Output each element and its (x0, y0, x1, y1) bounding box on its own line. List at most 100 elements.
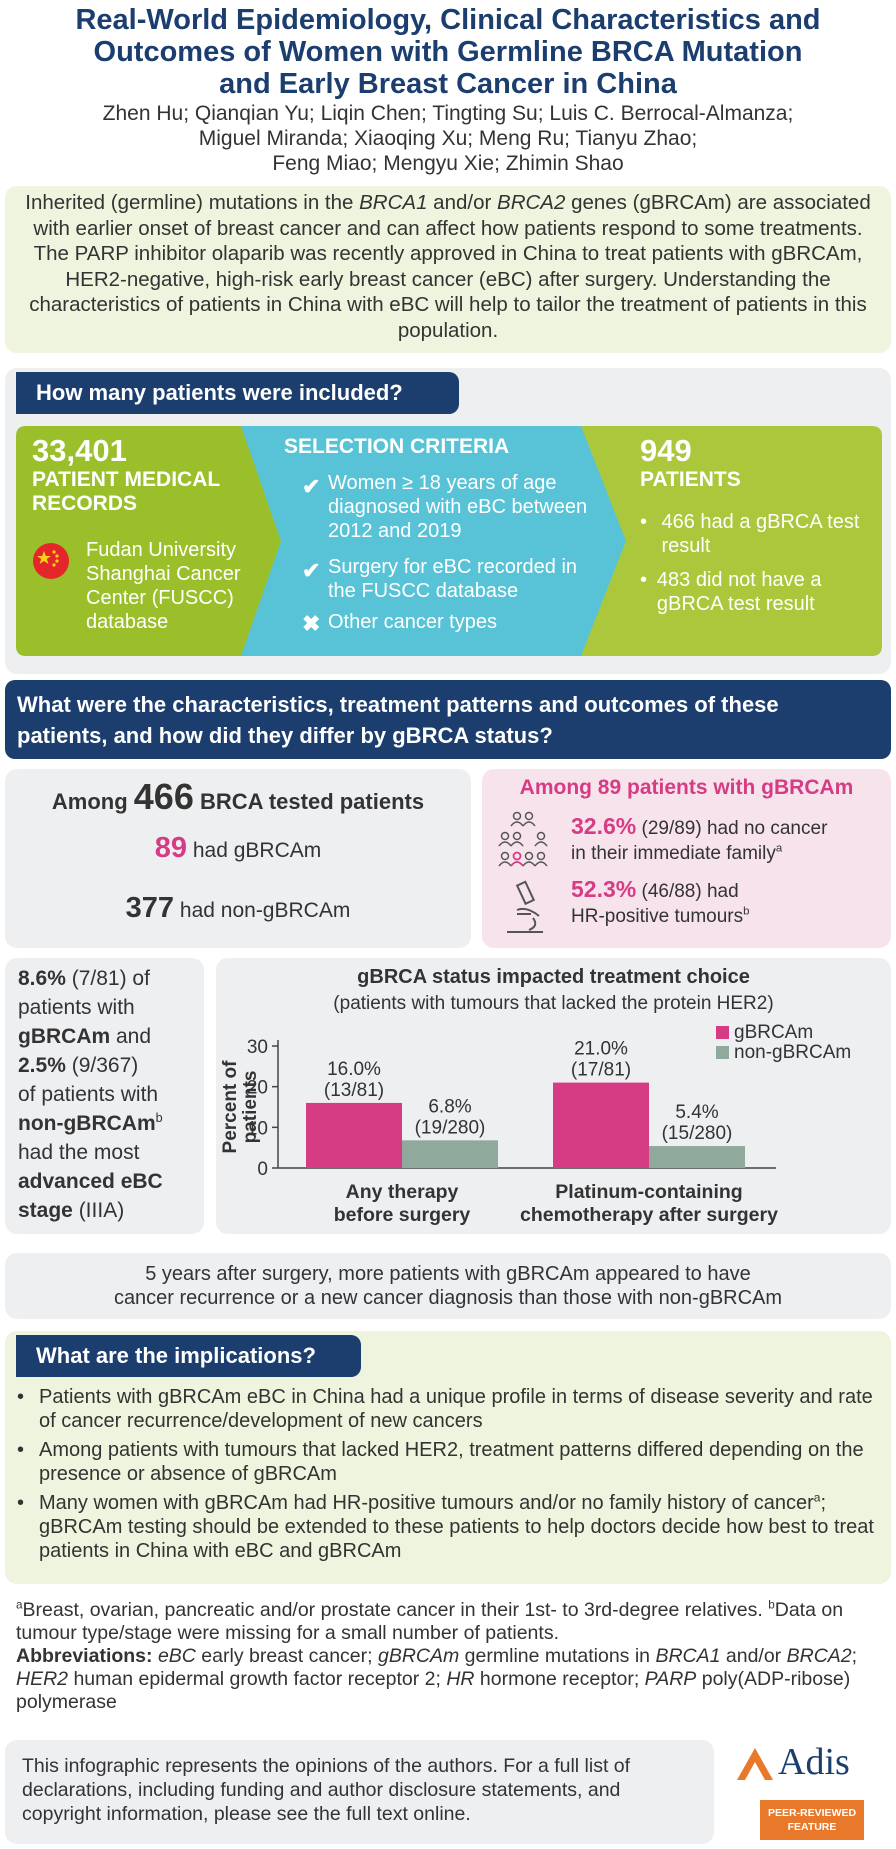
inclusion-heading: How many patients were included? (16, 372, 459, 414)
implication-1: • Patients with gBRCAm eBC in China had a… (17, 1386, 873, 1432)
characteristics-heading: What were the characteristics, treatment… (5, 680, 891, 759)
intro-box: Inherited (germline) mutations in the BR… (5, 186, 891, 353)
disclaimer-text: This infographic represents the opinions… (22, 1755, 631, 1825)
chart-title: gBRCA status impacted treatment choice (357, 966, 750, 988)
bar-gbrcam (553, 1082, 649, 1168)
bar-value-label: 16.0% (327, 1059, 381, 1080)
title-line-2: Outcomes of Women with Germline BRCA Mut… (93, 36, 803, 68)
bar-non-gbrcam (402, 1140, 498, 1168)
hr-positive-stat: 52.3% (46/88) had HR-positive tumoursb (571, 876, 750, 928)
y-tick-label: 20 (247, 1078, 268, 1099)
criterion-1: Women ≥ 18 years of age diagnosed with e… (328, 472, 588, 542)
gbrcam-panel (482, 769, 891, 948)
y-tick-label: 10 (247, 1118, 268, 1139)
category-label: Any therapy (346, 1181, 459, 1203)
patients-number: 949 (640, 433, 692, 468)
gbrcam-count: 89 (154, 832, 188, 864)
gbrcam-count-label: had gBRCAm (192, 839, 322, 862)
microscope-icon (507, 880, 543, 933)
check-icon-2: ✔ (302, 558, 321, 583)
legend-label: non-gBRCAm (734, 1042, 851, 1063)
title-line-1: Real-World Epidemiology, Clinical Charac… (75, 4, 821, 36)
stage-text: 8.6% (7/81) of patients with gBRCAm and … (18, 967, 163, 1222)
criterion-2: Surgery for eBC recorded in the FUSCC da… (328, 556, 578, 602)
implications-list: • Patients with gBRCAm eBC in China had a… (17, 1385, 877, 1563)
authors-line-2: Miguel Miranda; Xiaoqing Xu; Meng Ru; Ti… (198, 127, 698, 150)
records-label-2: RECORDS (32, 492, 138, 515)
patients-label: PATIENTS (640, 468, 741, 491)
records-label-1: PATIENT MEDICAL (32, 468, 221, 491)
criteria-arrow (241, 426, 626, 656)
bar-value-label: 5.4% (675, 1102, 718, 1123)
intro-brca1: BRCA1 (359, 191, 428, 214)
bar-gbrcam (306, 1102, 402, 1168)
title-line-3: and Early Breast Cancer in China (219, 68, 677, 100)
intro-brca2: BRCA2 (497, 191, 566, 214)
records-block: 33,401 PATIENT MEDICAL RECORDS (32, 434, 262, 516)
category-label: Platinum-containing (555, 1181, 742, 1203)
check-icon-1: ✔ (302, 474, 321, 499)
records-number: 33,401 (32, 433, 127, 468)
tested-panel (5, 769, 471, 948)
adis-logo-icon (737, 1748, 773, 1780)
china-flag-icon (33, 543, 69, 579)
treatment-bar-chart: Percent ofpatients 0 10 20 30 16.0%(13/81) 6.8… (220, 1022, 851, 1226)
non-gbrcam-count: 377 (125, 892, 175, 924)
selection-flow-graphic (16, 426, 882, 656)
author-list: Zhen Hu; Qianqian Yu; Liqin Chen; Tingti… (20, 101, 876, 176)
recurrence-panel (5, 1253, 891, 1319)
intro-text-3: genes (gBRCAm) are associated with earli… (29, 191, 871, 342)
criterion-3: Other cancer types (328, 611, 497, 633)
characteristics-heading-line-2: patients, and how did they differ by gBR… (17, 723, 553, 748)
page-title: Real-World Epidemiology, Clinical Charac… (20, 4, 876, 100)
legend-swatch-non-gbrcam (716, 1046, 729, 1059)
legend-label: gBRCAm (734, 1022, 813, 1043)
category-label: chemotherapy after surgery (520, 1204, 778, 1226)
intro-text-2: and/or (427, 191, 498, 214)
y-tick-label: 30 (247, 1037, 268, 1058)
patients-list: • 466 had a gBRCA test result • 483 did no… (640, 510, 870, 616)
chart-subtitle: (patients with tumours that lacked the p… (333, 993, 774, 1014)
implications-heading: What are the implications? (16, 1335, 361, 1377)
y-axis-label: Percent ofpatients (220, 1060, 261, 1154)
bar-non-gbrcam (649, 1146, 745, 1168)
bar-count-label: (17/81) (571, 1060, 631, 1081)
intro-text-1: Inherited (germline) mutations in the (25, 191, 360, 214)
patients-block: 949 PATIENTS (640, 434, 870, 492)
bar-value-label: 21.0% (574, 1039, 628, 1060)
authors-line-3: Feng Miao; Mengyu Xie; Zhimin Shao (272, 152, 624, 175)
family-history-stat: 32.6% (29/89) had no cancer in their imm… (571, 813, 828, 865)
tested-prefix: Among (51, 789, 128, 814)
bar-value-label: 6.8% (428, 1096, 471, 1117)
category-label: before surgery (334, 1204, 471, 1226)
bar-count-label: (19/280) (415, 1117, 486, 1138)
family-icon (498, 811, 548, 867)
cross-icon: ✖ (302, 611, 321, 636)
adis-logo: Adis (778, 1741, 850, 1783)
y-tick-label: 0 (257, 1159, 268, 1180)
database-label: Fudan University Shanghai Cancer Center … (86, 539, 241, 633)
footnotes: aBreast, ovarian, pancreatic and/or pros… (16, 1598, 858, 1713)
tested-line: Among 466 BRCA tested patients (5, 776, 471, 818)
tested-suffix: BRCA tested patients (199, 789, 425, 814)
bar-count-label: (13/81) (324, 1080, 384, 1101)
peer-reviewed-badge: PEER-REVIEWED FEATURE (760, 1800, 864, 1840)
lime-panel-right (576, 426, 882, 656)
tested-number: 466 (133, 776, 194, 817)
non-gbrcam-count-label: had non-gBRCAm (179, 899, 351, 922)
gbrcam-panel-heading: Among 89 patients with gBRCAm (519, 776, 854, 799)
disclaimer-panel (5, 1740, 714, 1844)
patients-item-1: • 466 had a gBRCA test result (640, 511, 860, 557)
implication-3: • Many women with gBRCAm had HR-positive … (17, 1490, 874, 1562)
authors-line-1: Zhen Hu; Qianqian Yu; Liqin Chen; Tingti… (102, 102, 794, 125)
non-gbrcam-count-line: 377 had non-gBRCAm (5, 892, 471, 925)
stage-panel (5, 958, 204, 1234)
implication-2: • Among patients with tumours that lacked… (17, 1439, 864, 1485)
recurrence-text: 5 years after surgery, more patients wit… (113, 1263, 783, 1309)
gbrcam-count-line: 89 had gBRCAm (5, 832, 471, 865)
criteria-title: SELECTION CRITERIA (284, 435, 510, 458)
bar-count-label: (15/280) (662, 1123, 733, 1144)
patients-item-2: • 483 did not have a gBRCA test result (640, 569, 822, 615)
criteria-block: SELECTION CRITERIA (284, 434, 584, 460)
legend-swatch-gbrcam (716, 1026, 729, 1039)
